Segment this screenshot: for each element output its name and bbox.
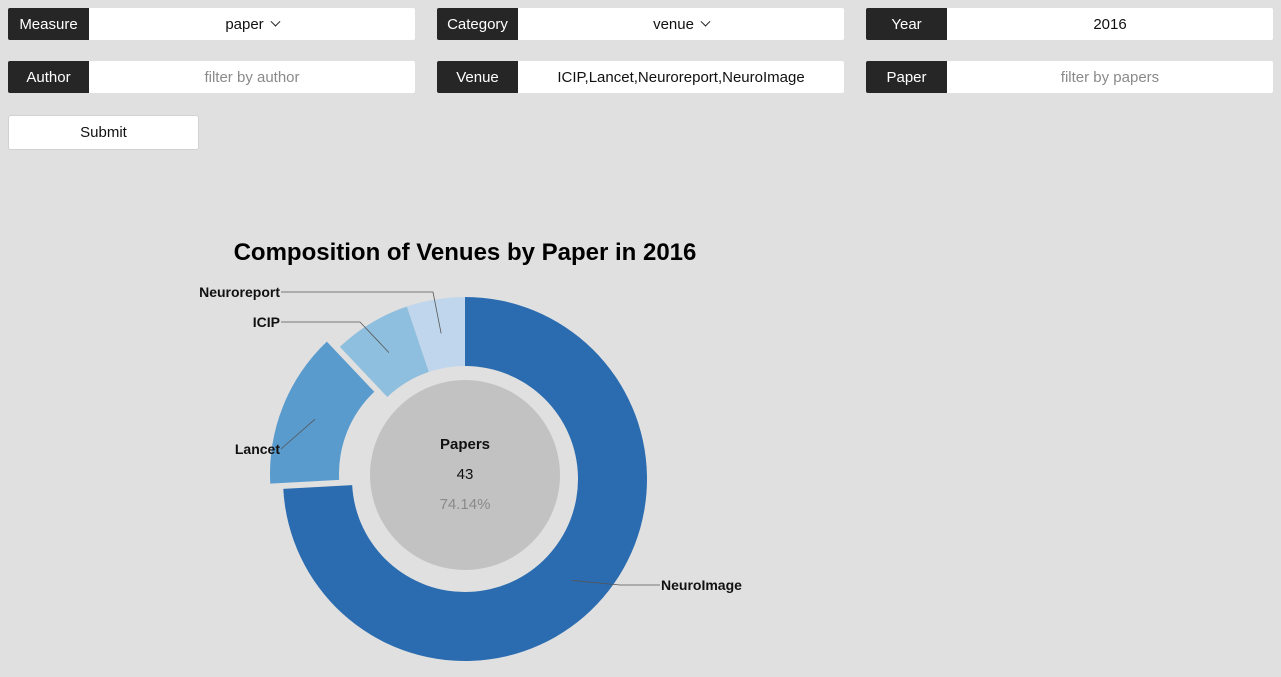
paper-label: Paper	[866, 61, 947, 93]
leader-line-lancet	[280, 418, 316, 450]
measure-value: paper	[225, 15, 264, 33]
slice-lancet[interactable]	[269, 341, 375, 484]
category-field: Category venue	[437, 8, 844, 40]
year-value: 2016	[1093, 15, 1127, 33]
center-value: 43	[457, 466, 474, 483]
venue-input-wrap	[518, 61, 844, 93]
venue-input[interactable]	[518, 61, 844, 93]
venue-field: Venue	[437, 61, 844, 93]
year-label: Year	[866, 8, 947, 40]
measure-label: Measure	[8, 8, 89, 40]
leader-line-neuroreport	[281, 291, 442, 334]
chart-title: Composition of Venues by Paper in 2016	[234, 239, 697, 266]
paper-field: Paper	[866, 61, 1273, 93]
year-field: Year 2016	[866, 8, 1273, 40]
leader-line-neuroimage	[572, 580, 660, 586]
paper-input[interactable]	[947, 61, 1273, 93]
center-label: Papers	[440, 436, 490, 453]
leader-line-icip	[281, 321, 390, 353]
slice-label-neuroimage: NeuroImage	[661, 577, 742, 593]
author-label: Author	[8, 61, 89, 93]
submit-button[interactable]: Submit	[8, 115, 199, 150]
category-select[interactable]: venue	[518, 8, 844, 40]
slice-label-lancet: Lancet	[235, 441, 280, 457]
measure-select[interactable]: paper	[89, 8, 415, 40]
author-input[interactable]	[89, 61, 415, 93]
category-label: Category	[437, 8, 518, 40]
center-circle	[370, 380, 560, 570]
author-input-wrap	[89, 61, 415, 93]
center-percent: 74.14%	[440, 496, 491, 513]
year-input[interactable]: 2016	[947, 8, 1273, 40]
author-field: Author	[8, 61, 415, 93]
slice-label-icip: ICIP	[253, 314, 280, 330]
slice-neuroreport[interactable]	[406, 297, 465, 372]
measure-field: Measure paper	[8, 8, 415, 40]
paper-input-wrap	[947, 61, 1273, 93]
slice-label-neuroreport: Neuroreport	[199, 284, 280, 300]
venue-label: Venue	[437, 61, 518, 93]
category-value: venue	[653, 15, 694, 33]
slice-icip[interactable]	[339, 306, 429, 397]
slice-neuroimage[interactable]	[283, 297, 647, 661]
